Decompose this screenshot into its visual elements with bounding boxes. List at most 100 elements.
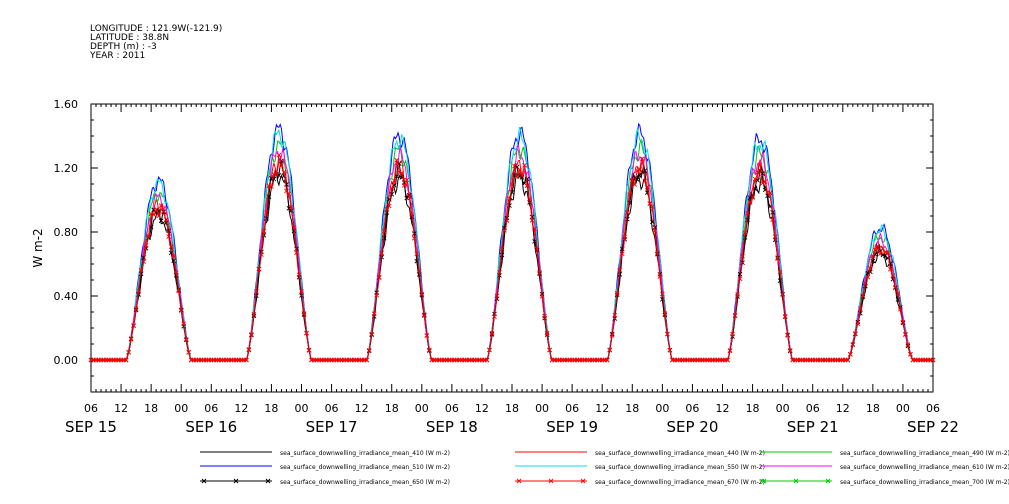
y-axis: 0.00 0.40 0.80 1.20 1.60 W m-2 — [31, 98, 933, 393]
x-hour-label: 12 — [355, 402, 369, 415]
data-point-marker — [404, 177, 410, 183]
x-hour-label: 06 — [685, 402, 699, 415]
legend-label: sea_surface_downwelling_irradiance_mean_… — [595, 479, 765, 486]
data-point-marker — [289, 204, 294, 210]
data-point-marker — [376, 274, 382, 280]
data-point-marker — [850, 342, 856, 348]
data-point-marker — [394, 173, 400, 179]
data-point-marker — [173, 270, 179, 276]
data-point-marker — [900, 319, 906, 325]
data-point-marker — [421, 313, 427, 319]
data-point-marker — [870, 253, 876, 259]
data-point-marker — [251, 311, 257, 317]
x-hour-label: 00 — [415, 402, 429, 415]
data-point-marker — [888, 266, 893, 272]
legend-marker — [761, 478, 767, 484]
data-point-marker — [622, 234, 628, 240]
data-point-marker — [186, 349, 192, 355]
data-point-marker — [607, 347, 613, 353]
x-hour-label: 12 — [234, 402, 248, 415]
latitude-label: LATITUDE : 38.8N — [90, 33, 170, 43]
y-tick-label: 0.40 — [54, 290, 79, 303]
data-point-marker — [394, 157, 400, 163]
data-point-marker — [752, 176, 758, 182]
legend-marker — [265, 478, 271, 484]
data-point-marker — [487, 347, 492, 353]
data-point-marker — [645, 184, 650, 190]
legend-label: sea_surface_downwelling_irradiance_mean_… — [595, 464, 765, 471]
data-point-marker — [391, 178, 397, 184]
legend-marker — [233, 478, 239, 484]
x-day-label: SEP 16 — [185, 418, 237, 436]
x-axis: 06 12 18 00 06 12 18 00 06 12 18 00 06 12 18 00 06 12 18 00… — [65, 104, 959, 436]
data-point-marker — [497, 269, 502, 275]
x-hour-label: 18 — [385, 402, 399, 415]
data-point-marker — [246, 347, 252, 353]
data-point-marker — [519, 175, 525, 180]
data-point-marker — [742, 235, 748, 240]
x-hour-label: 18 — [625, 402, 639, 415]
data-point-marker — [299, 288, 304, 294]
data-point-marker — [153, 207, 159, 212]
data-point-marker — [276, 173, 282, 178]
data-point-marker — [484, 357, 490, 363]
data-point-marker — [426, 347, 432, 353]
data-point-marker — [880, 246, 886, 251]
data-point-marker — [512, 163, 517, 169]
series-markers — [88, 152, 936, 363]
data-point-marker — [775, 256, 780, 261]
x-hour-label: 00 — [535, 402, 549, 415]
data-point-marker — [291, 225, 297, 231]
data-point-marker — [176, 288, 182, 294]
y-tick-label: 1.60 — [54, 98, 79, 111]
data-point-marker — [639, 156, 645, 162]
data-point-marker — [617, 267, 623, 273]
data-point-marker — [138, 271, 144, 277]
x-hour-label: 12 — [716, 402, 730, 415]
data-point-marker — [301, 311, 307, 316]
data-point-marker — [126, 349, 131, 355]
legend-marker — [580, 478, 586, 484]
data-point-marker — [136, 288, 141, 293]
series-line — [91, 157, 933, 361]
data-point-marker — [534, 246, 540, 252]
data-point-marker — [650, 204, 655, 210]
data-point-marker — [527, 196, 532, 202]
data-point-marker — [632, 182, 638, 187]
data-point-marker — [419, 291, 425, 297]
x-hour-label: 12 — [595, 402, 609, 415]
data-point-marker — [171, 258, 177, 264]
data-point-marker — [489, 330, 495, 336]
data-point-marker — [504, 218, 510, 223]
data-point-marker — [755, 178, 760, 183]
data-point-marker — [366, 347, 372, 353]
data-point-marker — [760, 180, 765, 186]
data-point-marker — [161, 208, 166, 214]
data-point-marker — [542, 313, 547, 319]
data-point-marker — [890, 273, 896, 278]
data-point-marker — [304, 330, 309, 336]
y-axis-label: W m-2 — [31, 228, 45, 267]
data-point-marker — [735, 292, 740, 297]
x-day-label: SEP 21 — [787, 418, 839, 436]
series-line — [91, 168, 933, 361]
x-hour-label: 12 — [836, 402, 850, 415]
data-point-marker — [409, 212, 415, 217]
data-point-marker — [148, 211, 154, 217]
data-point-marker — [286, 191, 292, 197]
data-point-marker — [893, 284, 898, 290]
data-point-marker — [770, 210, 775, 215]
data-point-marker — [629, 177, 635, 183]
series-line — [91, 160, 933, 361]
x-day-label: SEP 17 — [306, 418, 358, 436]
data-point-marker — [133, 306, 139, 311]
data-point-marker — [158, 203, 164, 208]
legend-label: sea_surface_downwelling_irradiance_mean_… — [280, 479, 450, 486]
data-point-marker — [627, 192, 633, 197]
data-point-marker — [151, 212, 156, 217]
data-point-marker — [279, 163, 284, 168]
data-point-marker — [123, 357, 129, 363]
data-point-marker — [637, 173, 643, 178]
data-point-marker — [845, 357, 851, 363]
data-point-marker — [777, 269, 783, 275]
